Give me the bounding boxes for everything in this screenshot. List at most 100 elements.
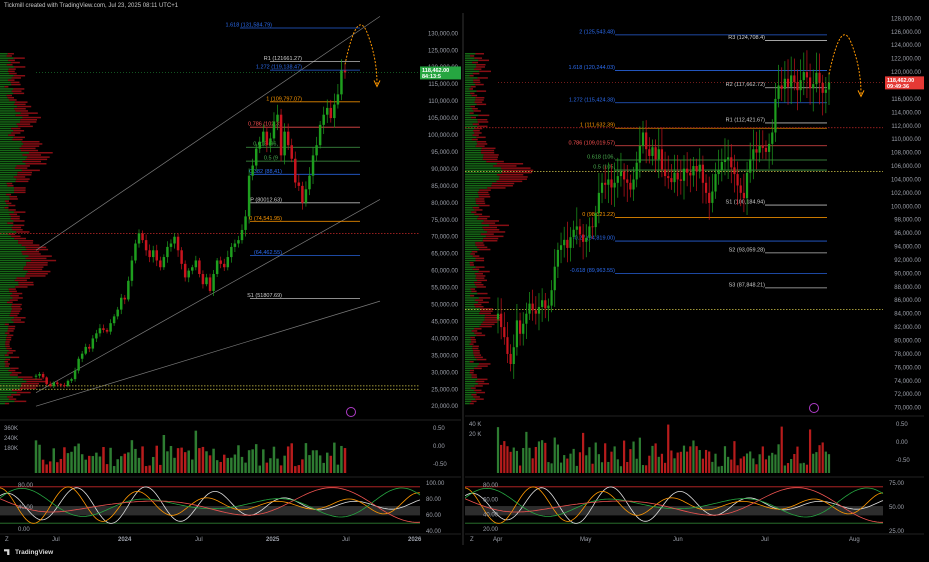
volume-bar	[676, 452, 679, 473]
volume-profile-bar	[475, 277, 485, 279]
volume-profile-bar	[465, 202, 477, 205]
volume-profile-bar	[465, 158, 483, 161]
volume-bar	[286, 446, 290, 473]
volume-profile-bar	[476, 275, 486, 277]
volume-profile-bar	[0, 226, 12, 229]
candle-body	[720, 161, 723, 171]
volume-profile-bar	[475, 53, 484, 55]
candle-body	[563, 239, 566, 246]
volume-profile-bar	[11, 372, 22, 374]
candle-body	[556, 249, 559, 267]
level-label: -0.27 (94,819.00)	[573, 236, 615, 242]
volume-profile-bar	[13, 211, 26, 213]
volume-bar	[208, 455, 212, 473]
volume-profile-bar	[0, 134, 9, 136]
candle-body	[123, 297, 127, 300]
volume-bar	[70, 451, 73, 473]
volume-bar	[515, 450, 519, 473]
candle-body	[134, 243, 137, 261]
volume-bar	[742, 456, 745, 473]
volume-profile-bar	[465, 246, 478, 249]
volume-profile-bar	[472, 138, 478, 141]
volume-profile-bar	[0, 367, 11, 370]
chart-right-svg[interactable]: 2 (125,543.48) R3 (124,708.4) 1.618 (120,2…	[464, 13, 924, 545]
volume-profile-bar	[0, 266, 24, 268]
volume-profile-bar	[465, 244, 476, 246]
volume-profile-bar	[0, 209, 9, 211]
chart-left-svg[interactable]: 1.618 (131,584.79) R1 (121661.27) 1.272 (1…	[0, 13, 461, 545]
volume-profile-bar	[465, 163, 497, 165]
volume-profile-bar	[0, 299, 10, 301]
panel-divider[interactable]	[462, 13, 464, 545]
volume-bar	[279, 465, 283, 473]
volume-profile-bar	[465, 70, 480, 73]
volume-profile-bar	[14, 187, 26, 189]
volume-profile-bar	[465, 116, 472, 119]
volume-profile-bar	[465, 171, 502, 174]
volume-profile-bar	[465, 323, 482, 326]
volume-profile-bar	[475, 198, 485, 200]
volume-bar	[322, 462, 325, 473]
volume-bar	[641, 465, 645, 473]
volume-bar	[723, 446, 727, 473]
volume-bar	[537, 441, 541, 473]
chart-panel-left[interactable]: 1.618 (131,584.79) R1 (121661.27) 1.272 (1…	[0, 13, 461, 545]
volume-bar	[755, 464, 758, 473]
candle-body	[159, 260, 162, 268]
volume-profile-bar	[11, 83, 21, 86]
candle-body	[749, 159, 752, 173]
volume-profile-bar	[465, 251, 472, 253]
tradingview-logo[interactable]: TradingView	[4, 549, 53, 556]
chart-panel-right[interactable]: 2 (125,543.48) R3 (124,708.4) 1.618 (120,2…	[464, 13, 924, 545]
volume-profile-bar	[465, 264, 470, 266]
bar-countdown-label: 09:49:36	[887, 84, 909, 90]
volume-profile-bar	[465, 347, 473, 350]
volume-profile-bar	[465, 189, 480, 191]
level-label: R2 (117,662.72)	[726, 82, 766, 88]
volume-profile-bar	[474, 273, 484, 275]
volume-profile-bar	[0, 354, 5, 356]
volume-bar	[38, 444, 41, 473]
volume-profile-bar	[0, 156, 28, 158]
candle-body	[315, 145, 318, 156]
volume-profile-bar	[17, 171, 32, 174]
candle-body	[824, 89, 827, 93]
volume-profile-bar	[0, 253, 23, 255]
volume-profile-bar	[478, 204, 490, 207]
volume-profile-bar	[14, 400, 27, 403]
candle-body	[130, 260, 134, 281]
volume-profile-bar	[471, 211, 477, 213]
volume-profile-bar	[10, 356, 20, 359]
candle-body	[311, 155, 315, 176]
volume-profile-bar	[469, 264, 475, 266]
volume-profile-bar	[465, 299, 475, 301]
y-axis-tick-label: 128,000.00	[891, 16, 922, 22]
candle-body	[59, 384, 63, 386]
volume-profile-bar	[8, 204, 16, 207]
volume-profile-bar	[0, 391, 17, 394]
candle-body	[588, 226, 591, 238]
y-axis-tick-label: 20,000.00	[431, 404, 458, 410]
candle-body	[279, 114, 283, 156]
volume-profile-bar	[0, 99, 10, 101]
volume-profile-bar	[465, 312, 480, 315]
volume-profile-bar	[0, 343, 6, 345]
volume-profile-bar	[465, 81, 474, 84]
volume-profile-bar	[473, 396, 480, 398]
volume-profile-bar	[0, 90, 12, 92]
candle-body	[34, 375, 38, 377]
volume-profile-bar	[18, 125, 33, 128]
volume-profile-bar	[481, 323, 495, 326]
volume-bar	[730, 459, 733, 473]
volume-profile-bar	[0, 319, 12, 321]
y-axis-tick-label: 100,000.00	[428, 133, 459, 139]
oscillator-axis-label: 40.00	[483, 512, 499, 518]
candle-body	[597, 192, 600, 213]
volume-profile-bar	[477, 246, 488, 249]
volume-profile-bar	[465, 328, 475, 330]
level-label: 1.272 (115,424.38)	[569, 97, 615, 103]
volume-profile-bar	[465, 281, 475, 284]
volume-bar	[102, 447, 105, 473]
volume-profile-bar	[7, 396, 14, 398]
oscillator-axis-label: 80.00	[483, 483, 499, 489]
